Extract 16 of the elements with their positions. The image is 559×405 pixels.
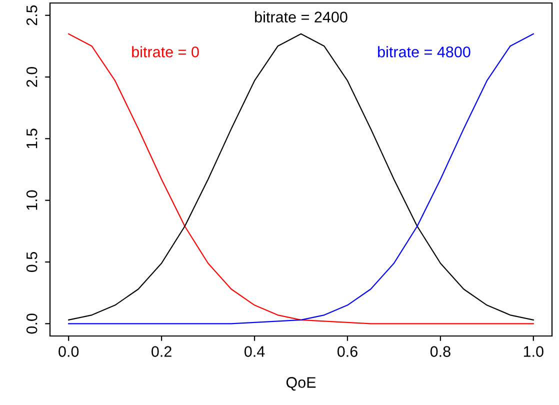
series-label: bitrate = 0	[132, 46, 199, 58]
y-tick-label: 0.0	[26, 314, 38, 334]
series-label: bitrate = 4800	[378, 46, 470, 58]
y-tick-label: 2.0	[26, 66, 38, 87]
y-tick-label: 0.5	[26, 252, 38, 272]
x-tick-label: 0.4	[244, 346, 265, 357]
x-axis-title: QoE	[286, 377, 316, 391]
x-tick-label: 0.0	[58, 346, 79, 357]
y-tick-label: 1.5	[26, 128, 38, 148]
x-tick-label: 0.6	[337, 346, 358, 357]
x-tick-label: 0.8	[430, 346, 450, 357]
x-tick-label: 1.0	[524, 346, 544, 357]
series-label: bitrate = 2400	[255, 11, 348, 22]
x-tick-label: 0.2	[152, 346, 172, 357]
y-tick-label: 1.0	[26, 190, 38, 210]
y-tick-label: 2.5	[26, 5, 38, 26]
